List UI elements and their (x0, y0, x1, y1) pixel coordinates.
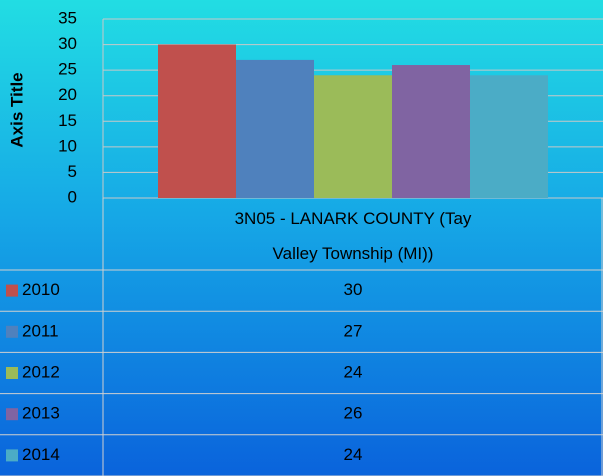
x-tick-label: 3N05 - LANARK COUNTY (Tay Valley Township… (235, 209, 472, 263)
legend-swatch (6, 325, 18, 338)
bar (470, 75, 548, 198)
y-tick-label: 35 (58, 8, 77, 27)
y-axis-title: Axis Title (7, 72, 26, 147)
legend-swatch (6, 449, 18, 462)
legend-label: 2011 (22, 321, 59, 340)
legend-swatch (6, 408, 18, 421)
table-value: 27 (344, 321, 363, 340)
legend-swatch (6, 367, 18, 379)
table-value: 24 (344, 362, 363, 381)
bar (314, 75, 392, 198)
y-tick-label: 25 (58, 60, 77, 79)
y-tick-label: 5 (68, 162, 77, 181)
legend-label: 2010 (22, 280, 60, 299)
y-tick-label: 10 (58, 136, 77, 155)
y-tick-label: 20 (58, 85, 77, 104)
table-value: 24 (344, 445, 363, 464)
bar (392, 65, 470, 199)
y-tick-label: 15 (58, 111, 77, 130)
legend-label: 2012 (22, 362, 60, 381)
y-tick-label: 0 (68, 187, 77, 206)
bar (236, 59, 314, 198)
legend-label: 2013 (22, 404, 60, 423)
table-value: 26 (344, 404, 363, 423)
table-value: 30 (344, 280, 363, 299)
y-tick-label: 30 (58, 34, 77, 53)
legend-swatch (6, 284, 18, 297)
legend-label: 2014 (22, 445, 60, 464)
bar (158, 44, 236, 199)
